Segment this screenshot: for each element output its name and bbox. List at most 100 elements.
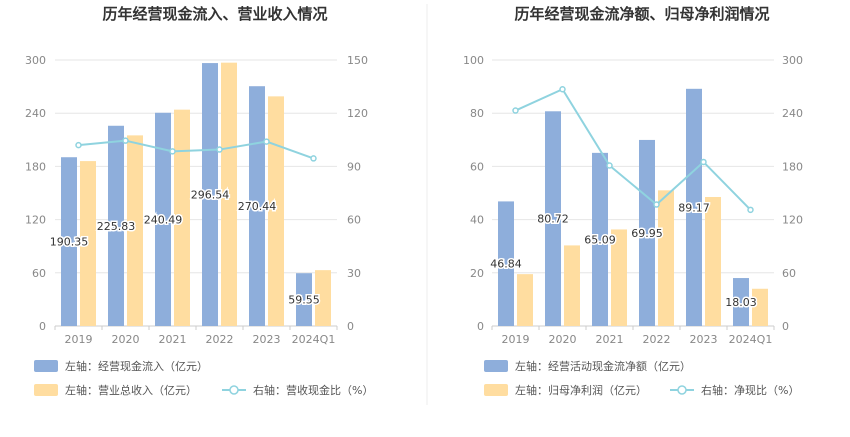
legend-label: 左轴：归母净利润（亿元） [515, 383, 647, 397]
bar-data-label: 65.09 [584, 233, 616, 246]
x-axis-tick-label: 2021 [159, 333, 187, 346]
bar-primary [686, 88, 702, 326]
bar-secondary [315, 270, 331, 326]
bar-primary [498, 201, 514, 326]
chart-panel-2: 历年经营现金流净额、归母净利润情况 0 20 40 60 80 100 0 60 120 180 24… [463, 5, 803, 397]
left-axis-tick-label: 100 [463, 54, 484, 67]
bar-primary [733, 278, 749, 326]
legend-bar-swatch [484, 384, 508, 396]
line-point [75, 141, 82, 149]
bar-primary [202, 63, 218, 326]
left-axis-tick-label: 60 [32, 267, 46, 280]
line-point [653, 201, 660, 208]
bar-secondary [658, 190, 674, 326]
x-axis-tick-label: 2022 [643, 333, 671, 346]
right-axis-tick-label: 0 [347, 320, 354, 333]
bar-secondary [517, 274, 533, 326]
bar-data-label: 18.03 [725, 296, 757, 309]
bar-secondary [564, 245, 580, 326]
bar-secondary [705, 196, 721, 326]
bar-data-label: 46.84 [490, 258, 522, 271]
legend-label: 左轴：营业总收入（亿元） [65, 383, 197, 397]
right-axis-tick-label: 150 [347, 54, 368, 67]
legend-label: 左轴：经营现金流入（亿元） [65, 359, 208, 373]
x-axis-tick-label: 2019 [65, 333, 93, 346]
bar-secondary [127, 135, 143, 326]
right-axis-tick-label: 180 [782, 160, 803, 173]
line-point [216, 146, 223, 153]
x-axis-tick-label: 2024Q1 [729, 333, 773, 346]
line-point [512, 107, 519, 114]
bar-primary [296, 273, 312, 326]
x-axis-tick-label: 2019 [502, 333, 530, 346]
line-point [747, 206, 754, 214]
right-axis-tick-label: 300 [782, 54, 803, 67]
x-axis-tick-label: 2020 [112, 333, 140, 346]
series-line [515, 87, 752, 211]
bar-primary [108, 125, 124, 326]
right-axis-tick-label: 0 [782, 320, 789, 333]
line-point [122, 137, 129, 144]
bar-primary [249, 86, 265, 326]
left-axis-tick-label: 60 [470, 160, 484, 173]
right-axis-tick-label: 60 [347, 214, 361, 227]
legend-label: 右轴：净现比（%） [701, 383, 799, 397]
line-point [559, 86, 566, 93]
x-axis-tick-label: 2023 [253, 333, 281, 346]
legend-bar-swatch [484, 360, 508, 372]
bar-secondary [752, 288, 768, 326]
bar-data-label: 270.44 [238, 200, 277, 213]
bar-primary [545, 111, 561, 327]
right-axis-tick-label: 120 [782, 214, 803, 227]
left-axis-tick-label: 180 [25, 160, 46, 173]
chart-title: 历年经营现金流净额、归母净利润情况 [514, 5, 769, 23]
right-axis-tick-label: 30 [347, 267, 361, 280]
left-axis-tick-label: 20 [470, 267, 484, 280]
left-axis-tick-label: 80 [470, 107, 484, 120]
bar-primary [639, 139, 655, 326]
line-point [310, 155, 317, 162]
bar-secondary [268, 96, 284, 326]
line-point [169, 148, 176, 155]
bar-primary [61, 157, 77, 326]
bar-data-label: 59.55 [288, 294, 320, 307]
legend-label: 左轴：经营活动现金流净额（亿元） [515, 359, 691, 373]
line-point [263, 138, 270, 145]
x-axis-tick-label: 2022 [206, 333, 234, 346]
bar-data-label: 225.83 [97, 220, 136, 233]
legend-line-marker [677, 385, 687, 395]
left-axis-tick-label: 0 [477, 320, 484, 333]
series-line [78, 139, 314, 160]
legend-line-marker [229, 385, 239, 395]
left-axis-tick-label: 300 [25, 54, 46, 67]
bar-secondary [611, 229, 627, 326]
bar-data-label: 296.54 [191, 189, 230, 202]
legend-label: 右轴：营收现金比（%） [253, 383, 373, 397]
bar-secondary [174, 109, 190, 326]
chart-title: 历年经营现金流入、营业收入情况 [102, 5, 327, 23]
right-axis-tick-label: 90 [347, 160, 361, 173]
x-axis-tick-label: 2021 [596, 333, 624, 346]
right-axis-tick-label: 240 [782, 107, 803, 120]
x-axis-tick-label: 2023 [690, 333, 718, 346]
bar-data-label: 89.17 [678, 201, 710, 214]
left-axis-tick-label: 240 [25, 107, 46, 120]
bar-data-label: 80.72 [537, 213, 569, 226]
right-axis-tick-label: 60 [782, 267, 796, 280]
bar-data-label: 240.49 [144, 213, 183, 226]
bar-data-label: 190.35 [50, 236, 89, 249]
right-axis-tick-label: 120 [347, 107, 368, 120]
line-point [606, 162, 613, 169]
legend-bar-swatch [34, 360, 58, 372]
line-point [700, 158, 707, 166]
left-axis-tick-label: 0 [39, 320, 46, 333]
x-axis-tick-label: 2020 [549, 333, 577, 346]
bar-primary [592, 152, 608, 326]
legend-bar-swatch [34, 384, 58, 396]
chart-panel-1: 历年经营现金流入、营业收入情况 0 60 120 180 240 300 0 30 60 90 120… [25, 5, 373, 397]
bar-data-label: 69.95 [631, 227, 663, 240]
bar-primary [155, 112, 171, 326]
x-axis-tick-label: 2024Q1 [292, 333, 336, 346]
